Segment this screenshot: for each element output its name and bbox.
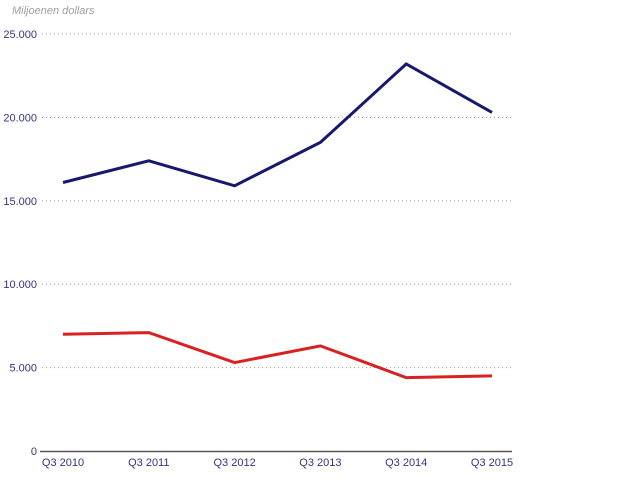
y-tick-label: 0 [31, 446, 37, 458]
dark-blue-series-line [62, 62, 493, 188]
y-tick-label: 10.000 [3, 279, 37, 291]
y-tick-label: 5.000 [9, 363, 37, 375]
y-tick-label: 15.000 [3, 196, 37, 208]
y-tick-label: 20.000 [3, 112, 37, 124]
y-axis-unit-label: Miljoenen dollars [12, 5, 95, 17]
y-tick-label: 25.000 [3, 29, 37, 41]
x-tick-label: Q3 2010 [42, 457, 84, 469]
x-tick-label: Q3 2011 [128, 457, 169, 469]
x-tick-label: Q3 2012 [213, 457, 255, 469]
x-tick-label: Q3 2013 [299, 457, 341, 469]
red-series-line [62, 331, 493, 380]
x-tick-label: Q3 2014 [385, 457, 427, 469]
x-tick-label: Q3 2015 [471, 457, 513, 469]
